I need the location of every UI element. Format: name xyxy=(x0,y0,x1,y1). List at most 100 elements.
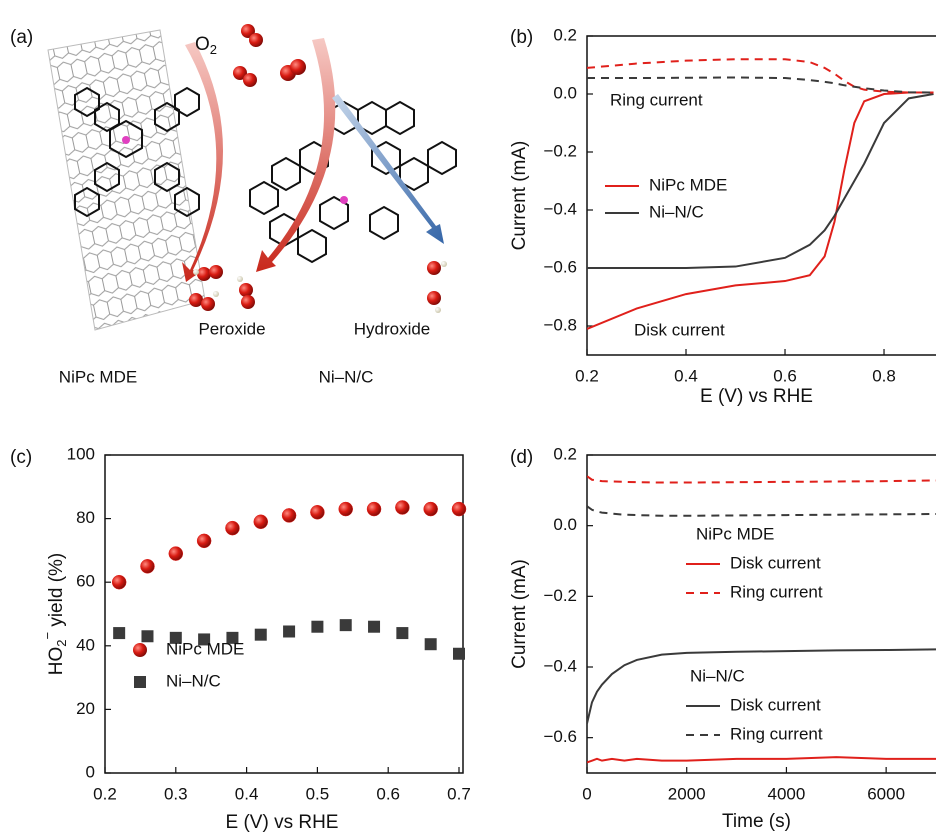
x-tick-label: 0.7 xyxy=(447,784,471,803)
legend-label: Ring current xyxy=(730,582,823,601)
data-point xyxy=(113,627,125,639)
o2-label: O2 xyxy=(195,34,217,57)
y-axis-label: Current (mA) xyxy=(509,559,530,669)
x-tick-label: 0.4 xyxy=(235,784,259,803)
y-tick-label: −0.6 xyxy=(543,257,577,276)
data-point xyxy=(424,502,438,516)
y-tick-label: −0.4 xyxy=(543,199,577,218)
data-point xyxy=(311,621,323,633)
data-point xyxy=(169,547,183,561)
x-tick-label: 0.6 xyxy=(773,366,797,385)
legend-label: NiPc MDE xyxy=(649,175,727,194)
legend-group-title: NiPc MDE xyxy=(696,524,774,543)
legend-label: Ni–N/C xyxy=(649,202,704,221)
data-point xyxy=(310,505,324,519)
plot-frame xyxy=(105,455,463,773)
chart-panel: (b) 0.2 0.0 −0.2 −0.4 −0.6 −0.8 0.2 0.4 0.6 0.8 E (… xyxy=(509,25,936,407)
panel-label: (c) xyxy=(10,447,32,468)
legend-label: Ni–N/C xyxy=(166,671,221,690)
legend-label: Disk current xyxy=(730,695,821,714)
product-label: Peroxide xyxy=(198,319,265,338)
annotation: Disk current xyxy=(634,320,725,339)
data-point xyxy=(254,515,268,529)
y-tick-label: 0 xyxy=(86,762,95,781)
catalyst-caption: NiPc MDE xyxy=(59,367,137,386)
y-tick-label: 40 xyxy=(76,635,95,654)
y-tick-label: 80 xyxy=(76,508,95,527)
y-tick-label: 0.2 xyxy=(553,444,577,463)
legend-marker xyxy=(133,643,147,657)
y-label-sup: − xyxy=(40,632,55,640)
legend-label: NiPc MDE xyxy=(166,639,244,658)
chart-panel: (c) 0 20 40 60 80 100 0.2 0.3 0.4 0.5 0.6 0.7 E (V) v… xyxy=(10,444,471,833)
data-point xyxy=(282,508,296,522)
y-label-sub: 2 xyxy=(54,640,69,647)
data-point xyxy=(140,559,154,573)
x-tick-label: 2000 xyxy=(668,784,706,803)
o2-main: O xyxy=(195,34,210,55)
data-line xyxy=(587,59,934,92)
o2-sub: 2 xyxy=(210,42,217,57)
data-point xyxy=(197,534,211,548)
data-point xyxy=(425,638,437,650)
data-line xyxy=(587,757,936,762)
figure: (a) O2 Peroxide Hydroxide NiPc MDE Ni–N/… xyxy=(0,0,936,835)
y-label-rest: yield (%) xyxy=(46,553,67,632)
data-point xyxy=(339,502,353,516)
y-tick-label: −0.6 xyxy=(543,727,577,746)
y-tick-label: 100 xyxy=(67,444,95,463)
data-point xyxy=(141,630,153,642)
y-tick-label: 20 xyxy=(76,699,95,718)
ninc-molecule xyxy=(250,102,456,262)
data-point xyxy=(395,500,409,514)
y-tick-label: −0.4 xyxy=(543,656,577,675)
data-line xyxy=(587,94,934,268)
y-tick-label: 60 xyxy=(76,572,95,591)
data-point xyxy=(283,625,295,637)
y-tick-label: 0.2 xyxy=(553,25,577,44)
x-tick-label: 0.2 xyxy=(575,366,599,385)
x-tick-label: 0.2 xyxy=(93,784,117,803)
x-tick-label: 0.5 xyxy=(306,784,330,803)
x-tick-label: 0 xyxy=(582,784,591,803)
y-tick-label: −0.2 xyxy=(543,586,577,605)
x-tick-label: 4000 xyxy=(768,784,806,803)
data-point xyxy=(255,629,267,641)
y-tick-label: −0.2 xyxy=(543,141,577,160)
nanotube xyxy=(48,30,205,330)
ni-atom xyxy=(122,136,130,144)
x-tick-label: 0.4 xyxy=(674,366,698,385)
y-tick-label: −0.8 xyxy=(543,315,577,334)
data-point xyxy=(112,575,126,589)
legend-group-title: Ni–N/C xyxy=(690,666,745,685)
chart-panel: (d) 0.2 0.0 −0.2 −0.4 −0.6 0 2000 4000 6000 Time (… xyxy=(509,444,936,832)
x-axis-label: E (V) vs RHE xyxy=(700,386,813,407)
data-point xyxy=(396,627,408,639)
panel-label: (a) xyxy=(10,27,33,48)
y-tick-label: 0.0 xyxy=(553,515,577,534)
data-line xyxy=(587,506,936,516)
product-label: Hydroxide xyxy=(354,319,431,338)
y-axis-label: HO2− yield (%) xyxy=(40,553,69,676)
panel-label: (d) xyxy=(510,447,533,468)
data-point xyxy=(453,648,465,660)
data-point xyxy=(367,502,381,516)
x-tick-label: 6000 xyxy=(867,784,905,803)
x-axis-label: E (V) vs RHE xyxy=(226,812,339,833)
data-point xyxy=(452,502,466,516)
data-point xyxy=(340,619,352,631)
y-label-main: HO xyxy=(46,647,67,676)
ni-atom xyxy=(340,196,348,204)
y-axis-label: Current (mA) xyxy=(509,141,530,251)
data-line xyxy=(587,476,936,482)
x-tick-label: 0.8 xyxy=(872,366,896,385)
data-point xyxy=(368,621,380,633)
panel-label: (b) xyxy=(510,27,533,48)
x-tick-label: 0.3 xyxy=(164,784,188,803)
catalyst-caption: Ni–N/C xyxy=(319,367,374,386)
x-tick-label: 0.6 xyxy=(376,784,400,803)
x-axis-label: Time (s) xyxy=(722,811,791,832)
schematic: (a) O2 Peroxide Hydroxide NiPc MDE Ni–N/… xyxy=(10,24,456,386)
legend-marker xyxy=(134,676,146,688)
y-tick-label: 0.0 xyxy=(553,83,577,102)
